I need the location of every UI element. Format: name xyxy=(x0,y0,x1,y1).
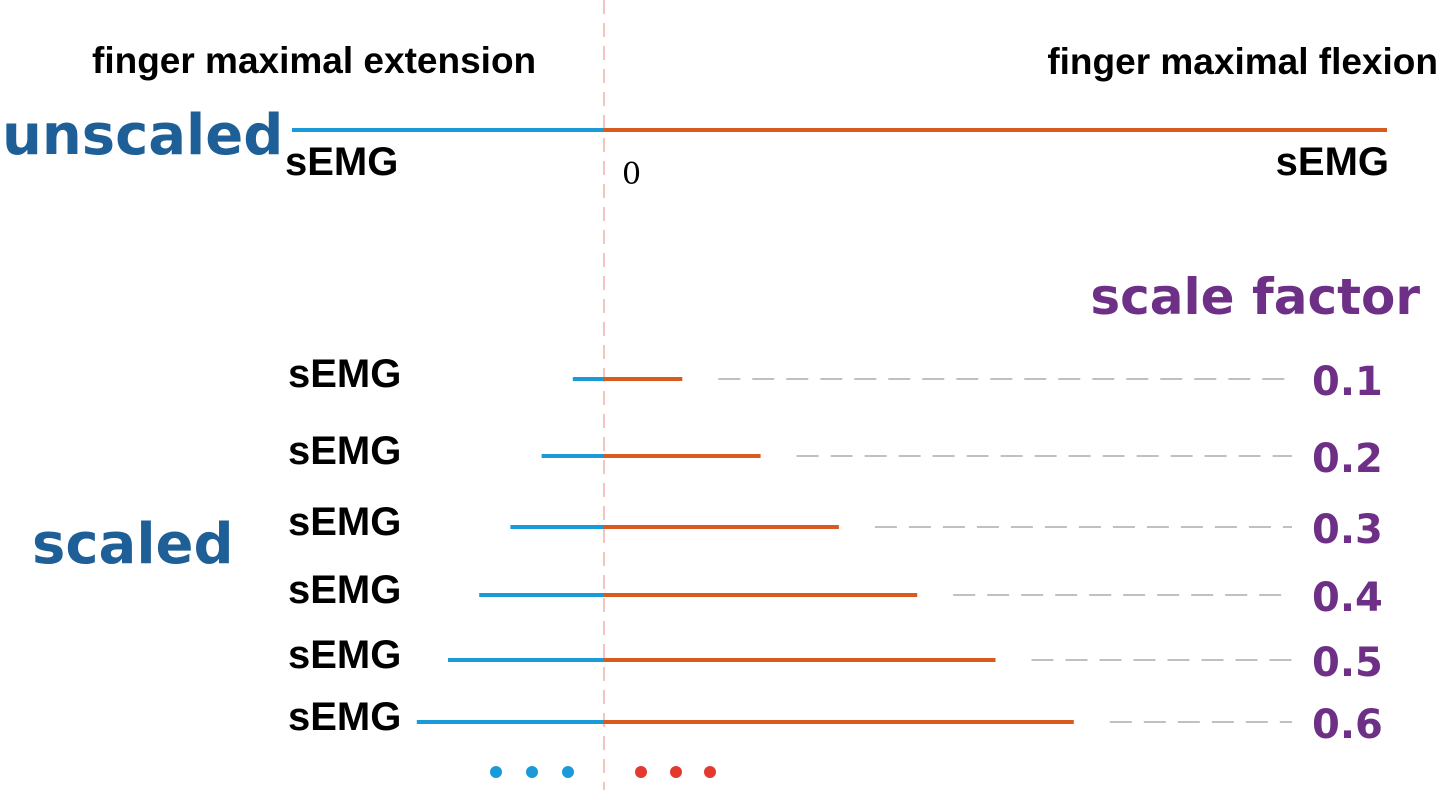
continuation-dot xyxy=(635,766,647,778)
scaled-rows: sEMG 0.1 sEMG 0.2 sEMG 0.3 sEMG 0.4 sEMG 0.5 sEMG 0… xyxy=(288,352,1383,748)
scaled-semg-label: sEMG xyxy=(288,352,401,396)
scale-factor-value: 0.5 xyxy=(1312,640,1383,686)
zero-label: 0 xyxy=(622,157,641,192)
flexion-title: finger maximal flexion xyxy=(1047,41,1438,82)
scale-factor-value: 0.6 xyxy=(1312,702,1383,748)
scaled-semg-label: sEMG xyxy=(288,429,401,473)
scale-factor-value: 0.4 xyxy=(1312,575,1383,621)
continuation-dots xyxy=(490,766,716,778)
scaled-label: scaled xyxy=(32,512,234,577)
continuation-dot xyxy=(670,766,682,778)
scale-factor-value: 0.3 xyxy=(1312,507,1383,553)
scale-factor-value: 0.1 xyxy=(1312,359,1383,405)
scaled-semg-label: sEMG xyxy=(288,500,401,544)
scaled-semg-label: sEMG xyxy=(288,568,401,612)
scale-factor-heading: scale factor xyxy=(1090,268,1420,326)
scaled-semg-label: sEMG xyxy=(288,695,401,739)
continuation-dot xyxy=(490,766,502,778)
unscaled-left-semg-label: sEMG xyxy=(285,140,398,184)
continuation-dot xyxy=(704,766,716,778)
continuation-dot xyxy=(526,766,538,778)
unscaled-label: unscaled xyxy=(2,103,283,168)
scaled-semg-label: sEMG xyxy=(288,633,401,677)
extension-title: finger maximal extension xyxy=(92,40,536,81)
continuation-dot xyxy=(562,766,574,778)
unscaled-right-semg-label: sEMG xyxy=(1276,140,1389,184)
scale-factor-value: 0.2 xyxy=(1312,436,1383,482)
